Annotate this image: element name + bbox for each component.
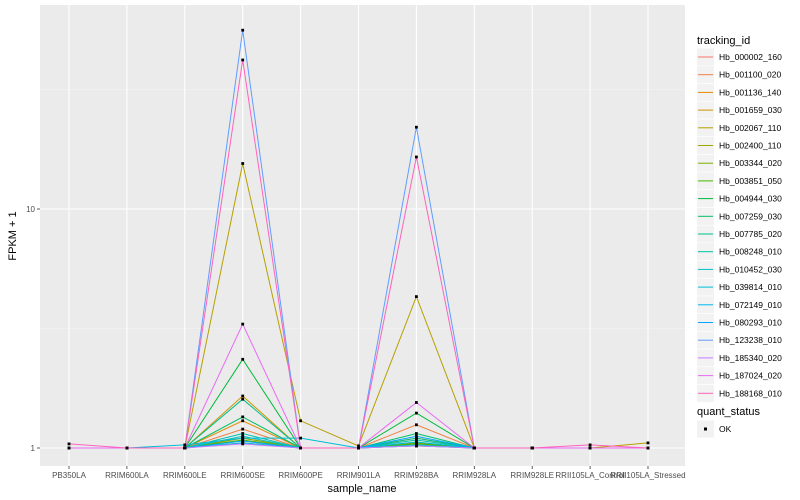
data-point bbox=[299, 446, 302, 450]
data-point bbox=[241, 415, 245, 419]
data-point bbox=[415, 440, 418, 444]
data-point bbox=[183, 443, 187, 447]
data-point bbox=[415, 125, 418, 129]
legend-tracking-id: tracking_id Hb_000002_160 Hb_001100_020 Hb… bbox=[697, 35, 782, 402]
data-point bbox=[415, 434, 418, 438]
data-point bbox=[241, 28, 245, 32]
plot-panel bbox=[40, 5, 685, 466]
data-point bbox=[241, 322, 245, 326]
x-axis-title: sample_name bbox=[327, 483, 396, 495]
data-point bbox=[415, 432, 418, 435]
data-point bbox=[241, 436, 245, 440]
data-point bbox=[415, 155, 418, 159]
legend-label: Hb_003344_020 bbox=[719, 158, 782, 168]
data-point bbox=[357, 444, 360, 448]
legend-label: Hb_185340_020 bbox=[719, 353, 782, 363]
legend-label: Hb_007259_030 bbox=[719, 211, 782, 221]
legend-quant-status: quant_status OK bbox=[697, 406, 760, 438]
data-point bbox=[241, 434, 245, 438]
x-tick-label: RRIM928LE bbox=[510, 471, 554, 480]
data-point bbox=[415, 438, 418, 442]
legend-label: Hb_010452_030 bbox=[719, 264, 782, 274]
data-point bbox=[241, 427, 245, 431]
x-tick-label: RRIM600LA bbox=[105, 471, 149, 480]
data-point bbox=[241, 162, 245, 165]
data-point bbox=[241, 357, 245, 361]
legend-title: tracking_id bbox=[697, 35, 750, 47]
legend-label: Hb_123238_010 bbox=[719, 335, 782, 345]
data-point bbox=[125, 446, 129, 450]
legend-label: Hb_039814_010 bbox=[719, 282, 782, 292]
x-tick-label: RRII105LA_Control bbox=[555, 471, 625, 480]
x-tick-label: RRIM600PE bbox=[278, 471, 322, 480]
data-point bbox=[646, 446, 650, 450]
data-point bbox=[241, 439, 245, 443]
legend2-key-point bbox=[704, 427, 707, 431]
x-tick-label: RRIM600SE bbox=[220, 471, 264, 480]
data-point bbox=[241, 58, 245, 62]
data-point bbox=[241, 432, 245, 435]
legend-label: Hb_000002_160 bbox=[719, 52, 782, 62]
y-tick-label: 10 bbox=[26, 205, 35, 214]
y-axis-title: FPKM + 1 bbox=[7, 211, 19, 260]
data-point bbox=[472, 446, 476, 450]
data-point bbox=[183, 446, 187, 450]
legend-label: Hb_001136_140 bbox=[719, 87, 782, 97]
x-tick-label: RRIM928LA bbox=[453, 471, 497, 480]
data-point bbox=[415, 423, 418, 427]
data-point bbox=[415, 436, 418, 440]
legend-label: Hb_003851_050 bbox=[719, 176, 782, 186]
x-tick-label: RRII105LA_Stressed bbox=[610, 471, 685, 480]
x-tick-label: RRIM901LA bbox=[337, 471, 381, 480]
x-tick-label: RRIM600LE bbox=[163, 471, 207, 480]
data-point bbox=[299, 419, 302, 423]
data-point bbox=[415, 444, 418, 448]
data-point bbox=[241, 442, 245, 446]
data-point bbox=[357, 446, 360, 450]
legend-label: Hb_188168_010 bbox=[719, 388, 782, 398]
legend-label: Hb_072149_010 bbox=[719, 300, 782, 310]
legend-label: Hb_007785_020 bbox=[719, 229, 782, 239]
legend-label: Hb_004944_030 bbox=[719, 194, 782, 204]
gridlines bbox=[40, 5, 685, 466]
x-tick-label: PB350LA bbox=[52, 471, 86, 480]
x-axis: PB350LA RRIM600LA RRIM600LE RRIM600SE RRIM60… bbox=[52, 466, 686, 480]
legend-label: Hb_001100_020 bbox=[719, 70, 782, 80]
data-point bbox=[241, 397, 245, 401]
legend-label: Hb_001659_030 bbox=[719, 105, 782, 115]
data-point bbox=[241, 394, 245, 398]
data-point bbox=[588, 443, 592, 447]
data-point bbox=[646, 441, 650, 445]
legend-label: Hb_187024_020 bbox=[719, 371, 782, 381]
legend2-title: quant_status bbox=[697, 406, 760, 418]
legend2-label: OK bbox=[719, 424, 732, 434]
data-point bbox=[588, 446, 592, 450]
data-point bbox=[299, 436, 302, 440]
data-point bbox=[415, 411, 418, 415]
legend-label: Hb_002400_110 bbox=[719, 141, 782, 151]
data-points bbox=[67, 28, 650, 450]
y-axis: 1 10 bbox=[26, 205, 40, 453]
legend-label: Hb_002067_110 bbox=[719, 123, 782, 133]
data-point bbox=[415, 401, 418, 404]
data-point bbox=[415, 295, 418, 298]
data-point bbox=[67, 446, 71, 450]
legend-label: Hb_080293_010 bbox=[719, 318, 782, 328]
y-tick-label: 1 bbox=[31, 444, 36, 453]
data-point bbox=[67, 442, 71, 446]
data-point bbox=[530, 446, 534, 450]
legend-label: Hb_008248_010 bbox=[719, 247, 782, 257]
data-point bbox=[241, 419, 245, 423]
x-tick-label: RRIM928BA bbox=[394, 471, 439, 480]
